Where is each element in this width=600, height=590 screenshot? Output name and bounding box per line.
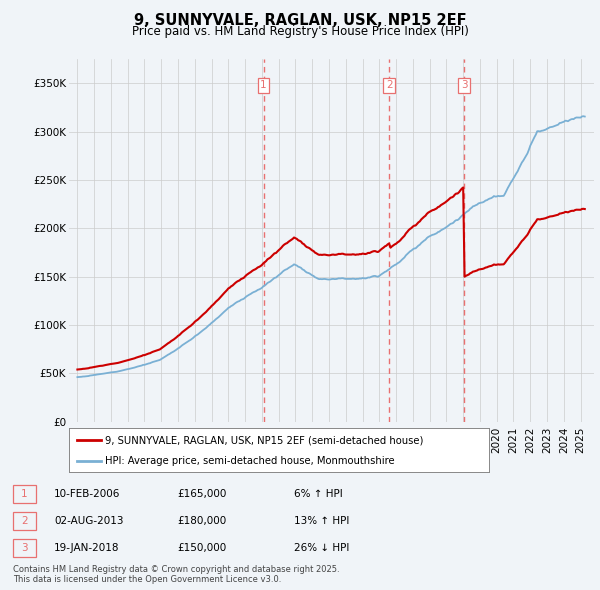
Text: 19-JAN-2018: 19-JAN-2018 [54,543,119,553]
Text: 1: 1 [260,80,267,90]
Text: 1: 1 [21,489,28,499]
Text: 10-FEB-2006: 10-FEB-2006 [54,489,121,499]
Text: Contains HM Land Registry data © Crown copyright and database right 2025.
This d: Contains HM Land Registry data © Crown c… [13,565,340,584]
Text: 13% ↑ HPI: 13% ↑ HPI [294,516,349,526]
Text: 2: 2 [21,516,28,526]
Text: £165,000: £165,000 [177,489,226,499]
Text: HPI: Average price, semi-detached house, Monmouthshire: HPI: Average price, semi-detached house,… [104,456,394,466]
Text: Price paid vs. HM Land Registry's House Price Index (HPI): Price paid vs. HM Land Registry's House … [131,25,469,38]
Text: £150,000: £150,000 [177,543,226,553]
Text: 2: 2 [386,80,392,90]
Text: 3: 3 [21,543,28,553]
Text: 6% ↑ HPI: 6% ↑ HPI [294,489,343,499]
Text: 9, SUNNYVALE, RAGLAN, USK, NP15 2EF (semi-detached house): 9, SUNNYVALE, RAGLAN, USK, NP15 2EF (sem… [104,435,423,445]
Text: 9, SUNNYVALE, RAGLAN, USK, NP15 2EF: 9, SUNNYVALE, RAGLAN, USK, NP15 2EF [134,13,466,28]
Text: 26% ↓ HPI: 26% ↓ HPI [294,543,349,553]
Text: 02-AUG-2013: 02-AUG-2013 [54,516,124,526]
Text: 3: 3 [461,80,467,90]
Text: £180,000: £180,000 [177,516,226,526]
